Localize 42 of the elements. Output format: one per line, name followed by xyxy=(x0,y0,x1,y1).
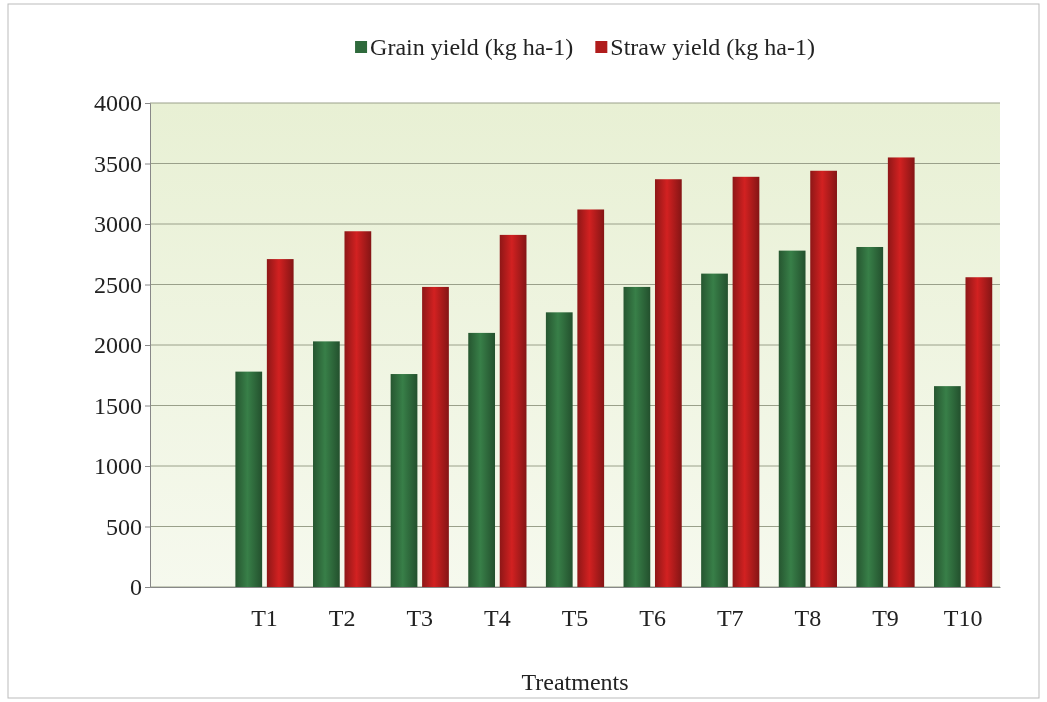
x-tick-label: T3 xyxy=(406,605,434,632)
x-axis-title: Treatments xyxy=(521,669,629,695)
x-tick-label: T4 xyxy=(484,605,511,632)
y-tick-label: 2500 xyxy=(94,271,142,298)
bar xyxy=(810,170,837,587)
x-tick-label: T7 xyxy=(716,605,744,632)
x-tick-label: T9 xyxy=(872,605,899,632)
bar xyxy=(577,209,605,587)
x-tick-label: T2 xyxy=(328,605,356,632)
x-tick-label: T6 xyxy=(639,605,666,632)
bar xyxy=(732,176,760,587)
x-tick-label: T5 xyxy=(561,605,589,632)
y-tick-label: 1500 xyxy=(94,392,142,419)
bar xyxy=(623,286,651,587)
bar xyxy=(654,179,682,587)
legend-label: Straw yield (kg ha-1) xyxy=(610,34,815,60)
y-tick-label: 1000 xyxy=(94,453,142,480)
bar xyxy=(545,312,573,587)
bar xyxy=(390,374,418,587)
y-tick-label: 4000 xyxy=(94,90,142,117)
bar xyxy=(934,386,961,587)
y-tick-label: 3000 xyxy=(94,211,142,238)
bar xyxy=(701,273,728,587)
y-tick-label: 500 xyxy=(106,513,142,540)
y-tick-label: 2000 xyxy=(94,332,142,359)
legend-label: Grain yield (kg ha-1) xyxy=(370,34,574,60)
bar xyxy=(235,371,263,587)
x-tick-label: T1 xyxy=(251,605,278,632)
bar xyxy=(856,246,884,587)
bar xyxy=(887,157,915,587)
bar xyxy=(499,234,527,587)
bar xyxy=(778,250,806,587)
bar xyxy=(468,332,496,587)
x-tick-label: T10 xyxy=(943,605,983,632)
bar xyxy=(965,277,993,587)
x-tick-label: T8 xyxy=(794,605,822,632)
y-tick-label: 3500 xyxy=(94,150,142,177)
bar xyxy=(313,341,340,587)
bar xyxy=(266,259,294,587)
bar xyxy=(422,286,449,587)
y-tick-label: 0 xyxy=(130,574,142,601)
bar xyxy=(344,231,372,587)
